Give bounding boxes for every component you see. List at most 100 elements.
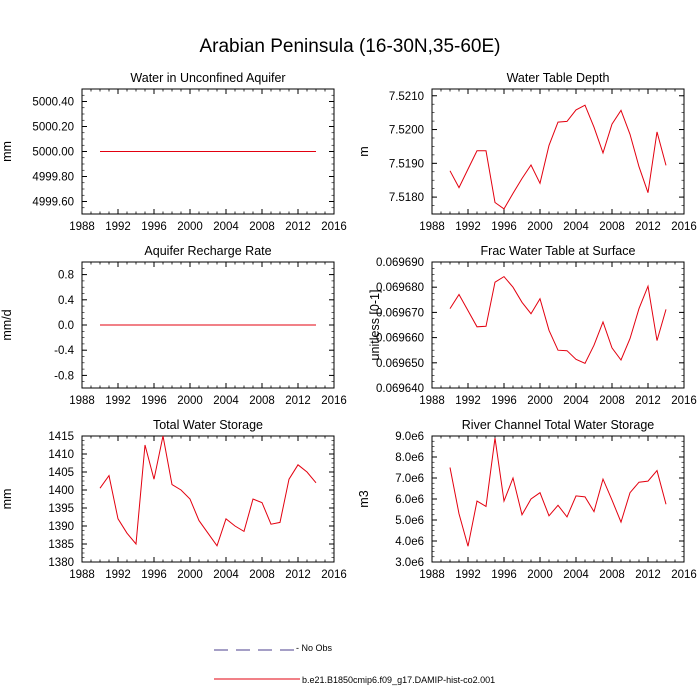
y-tick-label: 0.069640 [376,383,424,395]
x-tick-label: 1996 [491,395,517,407]
y-tick-label: 1400 [48,485,74,497]
y-tick-label: 5000.20 [32,122,74,134]
y-axis-label: mm/d [0,309,14,340]
y-tick-label: 3.0e6 [395,557,424,569]
y-tick-label: 0.069660 [376,333,424,345]
panel-6: 1988 1992 1996 2000 2004 2008 2012 2016 3.0e6 4.0… [357,418,697,581]
y-axis-label: m [357,146,371,156]
x-tick-label: 1992 [455,569,481,581]
panel-1: 1988 1992 1996 2000 2004 2008 2012 2016 4999.60 4… [0,71,347,233]
x-tick-label: 2004 [213,569,239,581]
x-tick-label: 1992 [105,569,131,581]
x-tick-label: 2012 [285,221,311,233]
x-tick-label: 1988 [419,569,445,581]
y-tick-label: 7.5200 [389,125,424,137]
plot-frame [81,435,335,563]
figure-title: Arabian Peninsula (16-30N,35-60E) [199,36,501,57]
series-line [449,104,667,210]
plot-frame [431,261,685,389]
series-line [99,435,317,547]
plot-frame [431,435,685,563]
y-tick-label: 7.5190 [389,158,424,170]
x-tick-label: 2008 [599,569,625,581]
y-tick-label: 0.4 [58,295,75,307]
y-tick-label: 4999.80 [32,172,74,184]
x-tick-label: 2004 [213,221,239,233]
x-tick-label: 2016 [321,395,347,407]
y-tick-label: 1380 [48,557,74,569]
y-tick-label: 8.0e6 [395,452,424,464]
x-tick-label: 1988 [69,569,95,581]
y-tick-label: 5000.00 [32,147,74,159]
x-tick-label: 1988 [69,221,95,233]
x-tick-label: 1996 [491,569,517,581]
x-tick-label: 1992 [455,221,481,233]
x-tick-label: 2000 [177,221,203,233]
y-tick-label: 1405 [48,467,74,479]
y-tick-label: 1395 [48,503,74,515]
x-tick-label: 1988 [419,395,445,407]
y-axis-label: m3 [357,490,371,507]
x-tick-label: 1996 [141,221,167,233]
y-tick-label: 0.069650 [376,358,424,370]
panel-2: 1988 1992 1996 2000 2004 2008 2012 2016 7.5180 7.… [357,71,697,233]
y-tick-label: 0.069670 [376,307,424,319]
legend-obs-swatch [214,649,300,651]
panel-3: 1988 1992 1996 2000 2004 2008 2012 2016 -0.8 -0.4… [0,244,347,407]
x-tick-label: 1992 [455,395,481,407]
x-tick-label: 2008 [249,569,275,581]
x-tick-label: 2008 [599,395,625,407]
x-tick-label: 2000 [527,395,553,407]
x-tick-label: 2004 [213,395,239,407]
x-tick-label: 2008 [599,221,625,233]
x-tick-label: 2004 [563,569,589,581]
x-tick-label: 2000 [527,569,553,581]
x-tick-label: 1992 [105,221,131,233]
panel-title: River Channel Total Water Storage [462,418,655,432]
x-tick-label: 2004 [563,395,589,407]
x-tick-label: 1988 [419,221,445,233]
panel-4: 1988 1992 1996 2000 2004 2008 2012 2016 0.069640… [368,244,697,407]
panel-title: Frac Water Table at Surface [481,244,636,258]
y-tick-label: 1410 [48,449,74,461]
panel-title: Water in Unconfined Aquifer [130,71,285,85]
x-tick-label: 2008 [249,221,275,233]
x-tick-label: 1992 [105,395,131,407]
y-axis-label: mm [0,141,14,162]
series-line [449,275,667,364]
x-tick-label: 2000 [177,569,203,581]
y-tick-label: 6.0e6 [395,494,424,506]
panel-5: 1988 1992 1996 2000 2004 2008 2012 2016 1380 1385… [0,418,347,581]
x-tick-label: 2012 [635,221,661,233]
x-tick-label: 2016 [321,569,347,581]
y-tick-label: 0.069690 [376,257,424,269]
plot-frame [431,88,685,215]
y-tick-label: 1385 [48,539,74,551]
y-axis-label: unitless [0-1] [368,290,382,361]
y-tick-label: 0.0 [58,320,74,332]
legend-model-swatch [214,678,300,680]
x-tick-label: 2012 [285,569,311,581]
x-tick-label: 2008 [249,395,275,407]
y-axis-label: mm [0,489,14,510]
y-tick-label: 5.0e6 [395,515,424,527]
x-tick-label: 2012 [285,395,311,407]
x-tick-label: 2016 [671,569,697,581]
x-tick-label: 2012 [635,569,661,581]
x-tick-label: 1996 [141,569,167,581]
panel-title: Total Water Storage [153,418,263,432]
y-tick-label: -0.4 [54,345,74,357]
x-tick-label: 2000 [527,221,553,233]
y-tick-label: 7.5210 [389,91,424,103]
y-tick-label: 5000.40 [32,97,74,109]
panel-title: Aquifer Recharge Rate [144,244,271,258]
legend-model-label: b.e21.B1850cmip6.f09_g17.DAMIP-hist-co2.… [302,675,496,685]
x-tick-label: 2016 [671,395,697,407]
x-tick-label: 1988 [69,395,95,407]
series-line [449,438,667,547]
x-tick-label: 1996 [141,395,167,407]
x-tick-label: 2004 [563,221,589,233]
y-tick-label: 7.5180 [389,192,424,204]
y-tick-label: 9.0e6 [395,431,424,443]
